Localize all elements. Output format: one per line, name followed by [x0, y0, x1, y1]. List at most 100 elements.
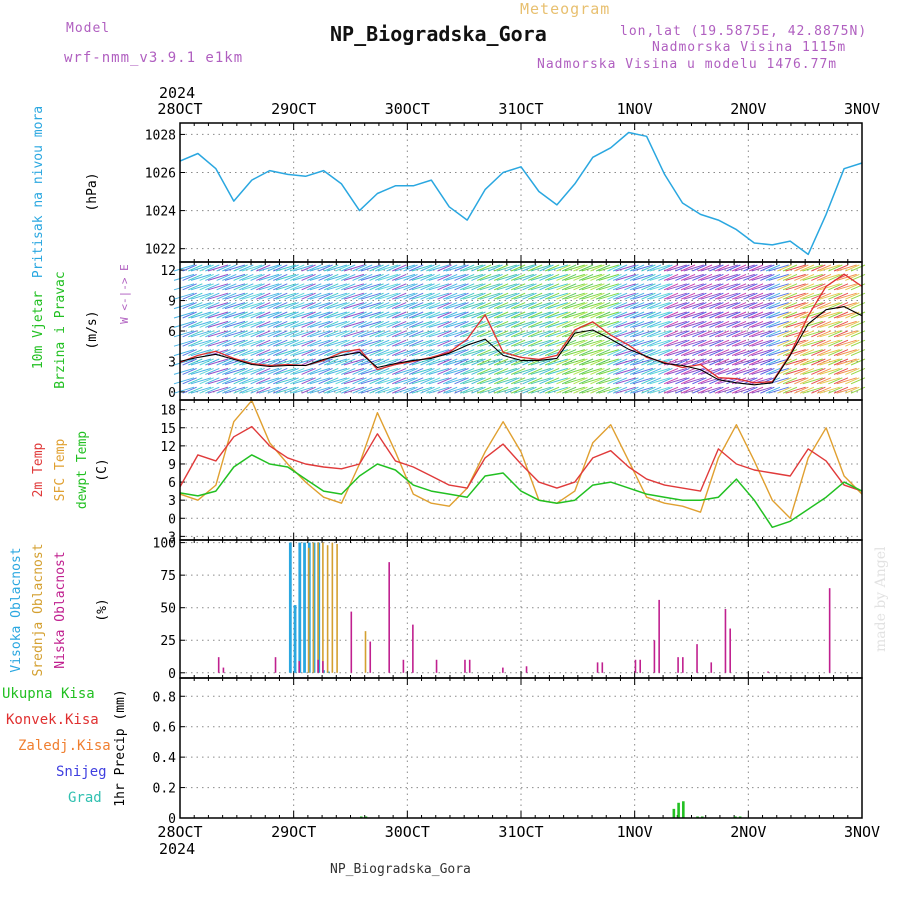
wind-barb: [445, 302, 467, 310]
wind-barb: [828, 320, 843, 328]
wind-barb: [241, 292, 263, 300]
wind-barb: [573, 302, 588, 310]
wind-barb: [207, 358, 229, 366]
wind-barb: [224, 320, 246, 328]
wind-barb: [190, 320, 212, 328]
wind-barb: [411, 330, 433, 338]
wind-barb: [819, 386, 840, 394]
wind-barb: [785, 283, 806, 291]
wind-barb: [632, 273, 653, 281]
wind-barb: [173, 283, 195, 291]
wind-barb: [595, 264, 611, 272]
wind-barb: [403, 311, 418, 319]
wind-barb: [205, 283, 220, 291]
cloud-unit: (%): [95, 598, 110, 621]
wind-barb: [646, 386, 662, 394]
wind-barb: [530, 358, 551, 366]
wind-barb: [731, 367, 747, 375]
wind-barb: [326, 273, 348, 281]
wind-barb: [564, 264, 585, 272]
wind-barb: [386, 320, 401, 328]
x-day-label-bottom: 30OCT: [385, 823, 430, 841]
wind-barb: [205, 302, 220, 310]
wind-barb: [709, 339, 724, 347]
wind-barb: [358, 349, 373, 357]
wind-barb: [258, 273, 280, 281]
wind-barb: [267, 386, 282, 394]
wind-barb: [743, 330, 758, 338]
wind-barb: [199, 339, 214, 347]
wind-barb: [188, 349, 203, 357]
wind-barb: [717, 283, 738, 291]
wind-barb: [479, 358, 500, 366]
wind-barb: [598, 320, 619, 328]
wind-barb: [190, 264, 212, 272]
wind-barb: [443, 339, 458, 347]
wind-barb: [624, 377, 639, 385]
wind-barb: [258, 367, 280, 375]
wind-barb: [612, 377, 628, 385]
wind-barb: [748, 292, 764, 300]
wind-barb: [581, 311, 602, 319]
cloud-low-axis-title: Niska Oblacnost: [53, 551, 68, 668]
wind-barb: [493, 367, 509, 375]
wind-barb: [527, 386, 543, 394]
wind-barb: [663, 264, 679, 272]
wind-barb: [765, 264, 781, 272]
wind-barb: [709, 273, 724, 281]
x-year-top: 2024: [159, 84, 195, 102]
wind-barb: [666, 367, 687, 375]
wind-barb: [816, 349, 832, 357]
wind-barb: [352, 386, 367, 394]
wind-barb: [556, 311, 571, 319]
wind-barb: [239, 283, 254, 291]
wind-barb: [649, 367, 670, 375]
wind-barb: [241, 273, 263, 281]
wind-barb: [680, 311, 696, 319]
wind-barb: [216, 377, 231, 385]
wind-barb: [462, 311, 484, 319]
x-day-label-top: 29OCT: [271, 100, 316, 118]
wind-barb: [275, 367, 297, 375]
wind-barb: [411, 358, 433, 366]
wind-barb: [307, 377, 322, 385]
wind-barb: [505, 292, 520, 300]
precip-bar: [364, 816, 368, 818]
wind-barb: [785, 367, 806, 375]
wind-barb: [335, 264, 350, 272]
wind-barb: [663, 311, 679, 319]
wind-barb: [258, 339, 280, 347]
wind-barb: [343, 330, 365, 338]
y-tick-label: 9: [168, 295, 176, 310]
y-tick-label: 50: [160, 602, 176, 617]
y-tick-label: 3: [168, 494, 176, 509]
wind-barb: [324, 302, 339, 310]
wind-barb: [307, 367, 322, 375]
wind-barb: [182, 283, 197, 291]
wind-barb: [595, 330, 611, 338]
wind-barb: [527, 273, 543, 281]
wind-barb: [768, 273, 789, 281]
wind-barb: [561, 358, 577, 366]
wind-barb: [205, 367, 220, 375]
wind-barb: [598, 273, 619, 281]
wind-barb: [802, 320, 823, 328]
wind-barb: [335, 311, 350, 319]
wind-barb: [205, 377, 220, 385]
wind-barb: [284, 283, 299, 291]
wind-barb: [751, 264, 772, 272]
wind-barb: [760, 330, 775, 338]
wind-barb: [615, 292, 636, 300]
wind-barb: [476, 367, 492, 375]
wind-barb: [658, 273, 673, 281]
wind-barb: [595, 292, 611, 300]
wind-barb: [377, 273, 399, 281]
wind-barb: [409, 311, 424, 319]
wind-barb: [748, 349, 764, 357]
wind-barb: [683, 264, 704, 272]
wind-barb: [663, 349, 679, 357]
wind-barb: [437, 339, 452, 347]
wind-barb: [578, 330, 594, 338]
wind-barb: [273, 339, 288, 347]
wind-barb: [239, 273, 254, 281]
